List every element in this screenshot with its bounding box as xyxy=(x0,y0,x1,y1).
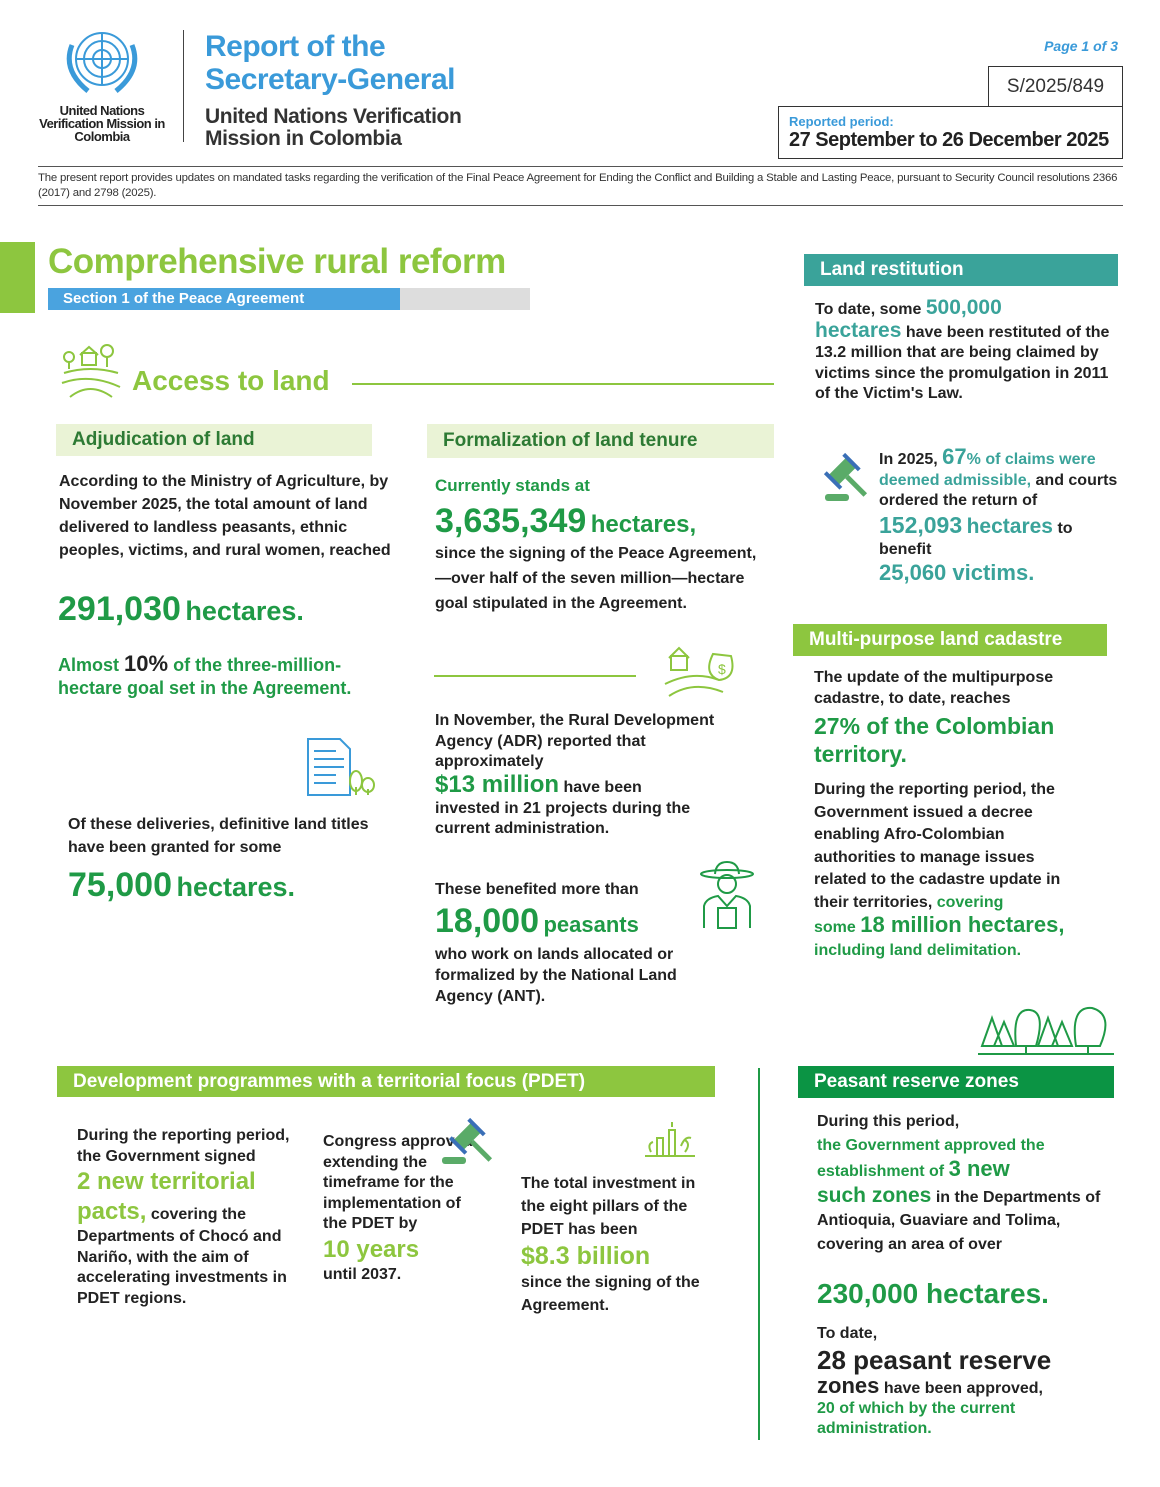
forest-icon xyxy=(978,1006,1114,1055)
beneficiaries-text: These benefited more than xyxy=(435,881,639,898)
period-value: 27 September to 26 December 2025 xyxy=(789,129,1109,151)
peasant-farmer-icon xyxy=(700,860,754,929)
access-heading: Access to land xyxy=(132,365,330,396)
cadastre-text: The update of the multipurpose cadastre,… xyxy=(814,669,1054,707)
un-emblem-logo xyxy=(66,32,138,93)
adjudication-text: According to the Ministry of Agriculture… xyxy=(59,473,391,559)
adjudication-stat: 291,030 hectares. xyxy=(58,590,304,628)
farm-investment-icon: $ xyxy=(664,646,734,697)
document-symbol: S/2025/849 xyxy=(988,66,1123,107)
pillars-icon xyxy=(645,1122,695,1157)
org-name: United Nations Verification Mission in C… xyxy=(39,103,165,144)
cadastre-header: Multi-purpose land cadastre xyxy=(793,624,1107,656)
divider xyxy=(38,205,1123,206)
beneficiaries-detail: who work on lands allocated or formalize… xyxy=(435,946,677,1005)
beneficiaries-stat: 18,000 peasants xyxy=(435,902,639,940)
formalization-text: since the signing of the Peace Agreement… xyxy=(435,545,757,612)
divider xyxy=(434,675,636,677)
pdet-investment-text: The total investment in the eight pillar… xyxy=(521,1175,700,1314)
adjudication-header: Adjudication of land xyxy=(56,424,372,456)
section-subtitle: Section 1 of the Peace Agreement xyxy=(48,288,400,310)
titles-stat: 75,000 hectares. xyxy=(68,866,296,904)
restitution-text: To date, some 500,000 hectares have been … xyxy=(815,296,1110,402)
reserve-text: During this period, the Government approv… xyxy=(817,1113,1101,1253)
divider xyxy=(38,166,1123,167)
period-label: Reported period: xyxy=(789,114,894,129)
decree-text: During the reporting period, the Governm… xyxy=(814,781,1065,959)
formalization-lead: Currently stands at xyxy=(435,476,590,495)
cadastre-stat: 27% of the Colombian territory. xyxy=(814,713,1055,767)
pdet-extension-text: Congress approved extending the timefram… xyxy=(323,1133,474,1283)
report-subtitle: United Nations Verification Mission in Co… xyxy=(205,105,462,150)
gavel-icon xyxy=(823,452,868,501)
land-title-document-icon xyxy=(307,738,375,796)
gavel-icon xyxy=(442,1117,493,1164)
adr-stat: $13 million have been invested in 21 proj… xyxy=(435,771,691,838)
titles-text: Of these deliveries, definitive land tit… xyxy=(68,816,369,856)
adr-text: In November, the Rural Development Agenc… xyxy=(435,712,715,770)
reported-period-box: Reported period: 27 September to 26 Dece… xyxy=(778,106,1123,159)
progress-track xyxy=(400,288,530,310)
reserve-stat: 230,000 hectares. xyxy=(817,1278,1049,1309)
farm-icon xyxy=(61,344,121,398)
formalization-header: Formalization of land tenure xyxy=(427,424,774,458)
section-marker xyxy=(0,242,35,313)
intro-text: The present report provides updates on m… xyxy=(38,172,1118,199)
formalization-stat: 3,635,349 hectares, xyxy=(435,502,697,540)
svg-text:$: $ xyxy=(718,661,726,677)
restitution-header: Land restitution xyxy=(804,254,1118,286)
pdet-pacts-text: During the reporting period, the Governm… xyxy=(77,1127,290,1307)
divider xyxy=(183,30,184,142)
adjudication-goal: Almost 10% of the three-million-hectare … xyxy=(58,651,352,698)
section-title: Comprehensive rural reform xyxy=(48,242,506,281)
report-title: Report of the Secretary-General xyxy=(205,30,456,96)
reserve-header: Peasant reserve zones xyxy=(798,1066,1114,1098)
pdet-header: Development programmes with a territoria… xyxy=(57,1066,715,1097)
page-indicator: Page 1 of 3 xyxy=(1044,38,1118,54)
reserve-total-text: To date, 28 peasant reserve zones have bee… xyxy=(817,1325,1052,1437)
claims-text: In 2025, 67% of claims were deemed admis… xyxy=(879,444,1118,586)
divider xyxy=(758,1068,760,1440)
divider xyxy=(352,383,774,385)
